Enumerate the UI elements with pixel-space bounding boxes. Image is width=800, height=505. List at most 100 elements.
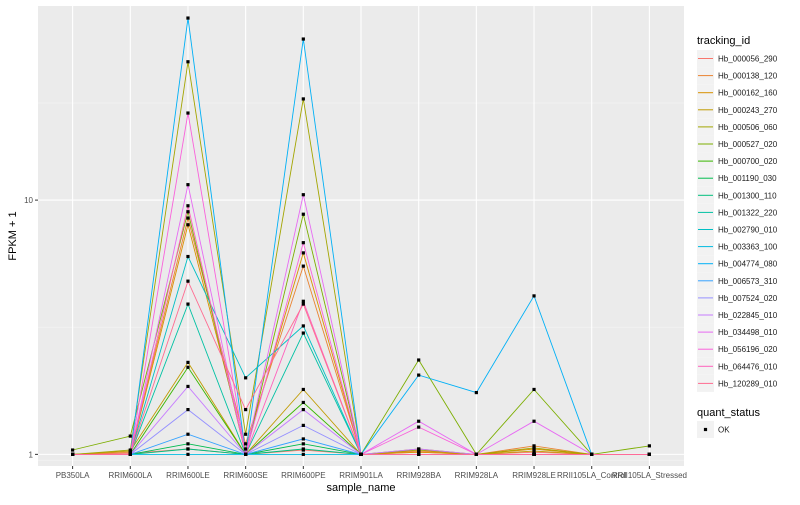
data-point bbox=[186, 223, 190, 227]
data-point bbox=[301, 400, 305, 405]
legend-label: Hb_000056_290 bbox=[718, 55, 778, 64]
data-point bbox=[532, 444, 536, 448]
data-point bbox=[301, 193, 305, 197]
data-point bbox=[186, 302, 190, 306]
legend-label: Hb_004774_080 bbox=[718, 260, 778, 269]
data-point bbox=[301, 212, 305, 216]
legend-label: Hb_001190_030 bbox=[718, 174, 777, 183]
data-point bbox=[532, 449, 536, 453]
legend-shape-title: quant_status bbox=[697, 407, 760, 419]
data-point bbox=[301, 437, 305, 441]
data-point bbox=[186, 360, 190, 364]
legend-label: Hb_000162_160 bbox=[718, 89, 778, 98]
data-point bbox=[186, 216, 190, 220]
legend-label: Hb_000506_060 bbox=[718, 123, 778, 132]
data-point bbox=[128, 448, 132, 452]
data-point bbox=[186, 407, 190, 412]
x-tick-label: RRII105LA_Stressed bbox=[612, 471, 687, 480]
data-point bbox=[186, 432, 190, 436]
data-point bbox=[301, 302, 305, 306]
data-point bbox=[186, 111, 190, 115]
data-point bbox=[301, 37, 305, 41]
legend-label: Hb_000243_270 bbox=[718, 106, 778, 115]
x-tick-label: RRIM600SE bbox=[223, 471, 267, 480]
x-tick-label: PB350LA bbox=[56, 471, 90, 480]
data-point bbox=[186, 447, 190, 451]
data-point bbox=[301, 264, 305, 268]
x-tick-label: RRIM928BA bbox=[396, 471, 441, 480]
data-point bbox=[128, 434, 132, 438]
data-point bbox=[244, 452, 248, 456]
data-point bbox=[186, 183, 190, 187]
x-tick-label: RRIM928LA bbox=[455, 471, 499, 480]
data-point bbox=[417, 450, 421, 454]
legend-color-items: Hb_000056_290 Hb_000138_120 Hb_000162_160 H… bbox=[697, 50, 778, 392]
data-point bbox=[186, 204, 190, 208]
data-point bbox=[301, 387, 305, 392]
data-point bbox=[244, 442, 248, 446]
data-point bbox=[186, 60, 190, 64]
legend-label: Hb_034498_010 bbox=[718, 328, 778, 337]
legend-label: Hb_002790_010 bbox=[718, 226, 778, 235]
data-point bbox=[244, 407, 248, 412]
y-tick-label: 10 bbox=[24, 196, 33, 205]
x-tick-label: RRIM600LA bbox=[108, 471, 152, 480]
data-point bbox=[244, 376, 248, 380]
x-tick-label: RRIM600PE bbox=[281, 471, 325, 480]
legend-label: Hb_007524_020 bbox=[718, 294, 778, 303]
x-axis-title: sample_name bbox=[326, 482, 395, 494]
y-axis-title: FPKM + 1 bbox=[7, 211, 19, 260]
data-point bbox=[647, 444, 651, 448]
data-point bbox=[417, 373, 421, 377]
data-point bbox=[532, 387, 536, 392]
legend-shape-label: OK bbox=[718, 426, 730, 435]
legend-label: Hb_006573_310 bbox=[718, 277, 778, 286]
legend-label: Hb_022845_010 bbox=[718, 311, 778, 320]
data-point bbox=[301, 97, 305, 101]
legend-color-title: tracking_id bbox=[697, 35, 750, 47]
data-point bbox=[417, 358, 421, 362]
legend-label: Hb_120289_010 bbox=[718, 379, 778, 388]
data-point bbox=[301, 331, 305, 335]
series-layer bbox=[71, 16, 651, 456]
data-point bbox=[128, 452, 132, 456]
data-point bbox=[244, 447, 248, 451]
legend-label: Hb_001300_110 bbox=[718, 191, 777, 200]
data-point bbox=[301, 251, 305, 255]
data-point bbox=[301, 447, 305, 451]
data-point bbox=[417, 425, 421, 429]
data-point bbox=[532, 419, 536, 423]
data-point bbox=[301, 299, 305, 303]
x-tick-label: RRIM901LA bbox=[339, 471, 383, 480]
data-point bbox=[186, 384, 190, 389]
data-point bbox=[186, 210, 190, 214]
data-point bbox=[474, 390, 478, 395]
data-point bbox=[532, 294, 536, 298]
data-point bbox=[301, 442, 305, 446]
data-point bbox=[186, 279, 190, 283]
legend-label: Hb_003363_100 bbox=[718, 243, 778, 252]
data-point bbox=[186, 452, 190, 456]
data-point bbox=[590, 452, 594, 456]
legend-shape-point bbox=[703, 427, 708, 432]
data-point bbox=[71, 448, 75, 452]
data-point bbox=[532, 446, 536, 450]
legend-shape-items: OK bbox=[697, 421, 730, 438]
data-point bbox=[301, 324, 305, 328]
data-point bbox=[417, 447, 421, 451]
legend-label: Hb_064476_010 bbox=[718, 362, 778, 371]
legend: tracking_id Hb_000056_290Hb_000138_120Hb… bbox=[697, 35, 778, 438]
data-point bbox=[359, 452, 363, 456]
data-point bbox=[301, 407, 305, 412]
legend-label: Hb_000700_020 bbox=[718, 157, 778, 166]
legend-label: Hb_001322_220 bbox=[718, 208, 778, 217]
data-point bbox=[301, 241, 305, 245]
y-tick-label: 1 bbox=[29, 450, 34, 459]
x-tick-label: RRII105LA_Control bbox=[557, 471, 627, 480]
data-point bbox=[186, 442, 190, 446]
axis-layer: 1 10 PB350LA RRIM600LA RRIM600LE RRIM600SE RRI… bbox=[24, 196, 687, 480]
data-point bbox=[474, 452, 478, 456]
data-point bbox=[417, 452, 421, 456]
